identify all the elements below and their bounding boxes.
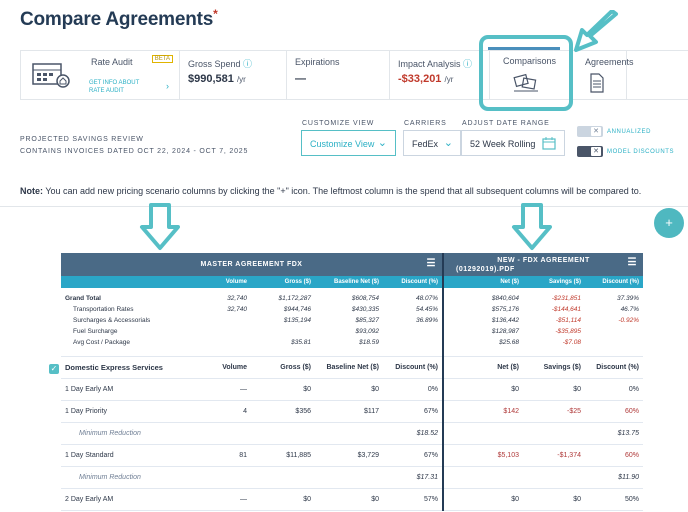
agreements-label: Agreements <box>585 57 634 67</box>
gross-spend-label: Gross Spend ⓘ <box>188 59 253 69</box>
master-agreement-header: MASTER AGREEMENT FDX ☰ <box>61 253 444 276</box>
add-column-button[interactable]: + <box>654 208 684 238</box>
divider <box>0 206 688 207</box>
date-range-label: ADJUST DATE RANGE <box>462 120 550 127</box>
impact-value: -$33,201 /yr <box>398 73 454 85</box>
summary-row: Transportation Rates 32,740 $944,746 $430,… <box>73 304 639 315</box>
note-text: Note: You can add new pricing scenario c… <box>20 186 642 196</box>
column-header-row: Volume Gross ($) Baseline Net ($) Discou… <box>61 276 643 288</box>
document-icon <box>590 73 604 93</box>
tab-agreements[interactable]: Agreements <box>575 51 634 99</box>
table-row: 2 Day Early AM — $0 $0 57% $0 $0 50% <box>61 488 643 511</box>
summary-row: Surcharges & Accessorials $135,194 $85,32… <box>73 315 639 326</box>
comparisons-icon <box>513 73 538 92</box>
menu-icon[interactable]: ☰ <box>426 258 436 269</box>
savings-review-info: PROJECTED SAVINGS REVIEW CONTAINS INVOIC… <box>20 136 249 155</box>
metrics-tab-bar: Rate Audit BETA GET INFO ABOUT RATE AUDIT… <box>20 50 688 100</box>
title-asterisk: * <box>213 7 218 21</box>
tab-gross-spend[interactable]: Gross Spend ⓘ $990,581 /yr <box>180 51 287 99</box>
date-range-select[interactable]: 52 Week Rolling <box>461 130 565 156</box>
summary-row: Fuel Surcharge $93,092 $128,987 -$35,895 <box>73 326 581 337</box>
comparisons-highlight-box[interactable] <box>479 35 573 111</box>
expirations-label: Expirations <box>295 57 340 67</box>
summary-row: Avg Cost / Package $35.81 $18.59 $25.68 -$… <box>73 337 581 348</box>
table-row: 1 Day Standard 81 $11,885 $3,729 67% $5,103-… <box>61 444 643 467</box>
info-icon: ⓘ <box>243 59 253 69</box>
chevron-right-icon: › <box>166 81 169 91</box>
table-row: 1 Day Priority 4 $356 $117 67% $142 -$25 60% <box>61 400 643 423</box>
table-row: Minimum Reduction $18.52 $13.75 <box>61 422 643 445</box>
chevron-down-icon: ⌄ <box>443 137 453 149</box>
annotation-arrow-icon <box>140 203 180 250</box>
chevron-down-icon: ⌄ <box>377 137 387 149</box>
beta-badge: BETA <box>151 55 173 63</box>
carriers-label: CARRIERS <box>404 120 447 127</box>
annotation-arrow-icon <box>574 10 618 52</box>
annualized-toggle[interactable]: ✕ <box>577 126 603 137</box>
tab-expirations[interactable]: Expirations — <box>287 51 390 99</box>
carriers-select[interactable]: FedEx ⌄ <box>403 130 461 156</box>
annotation-arrow-icon <box>512 203 552 250</box>
rate-audit-icon <box>32 63 70 88</box>
section-checkbox[interactable]: ✓ <box>49 364 59 374</box>
rate-audit-link[interactable]: GET INFO ABOUT RATE AUDIT <box>89 80 140 94</box>
calendar-icon <box>542 137 556 150</box>
annualized-label: ANNUALIZED <box>607 129 652 135</box>
rate-audit-label: Rate Audit <box>91 57 133 67</box>
table-row: Minimum Reduction $17.31 $11.90 <box>61 466 643 489</box>
tab-impact-analysis[interactable]: Impact Analysis ⓘ -$33,201 /yr <box>390 51 490 99</box>
tab-comparisons-label[interactable]: Comparisons <box>503 56 557 66</box>
page-title: Compare Agreements* <box>20 7 218 30</box>
model-discounts-toggle[interactable]: ✕ <box>577 146 603 157</box>
section-header-domestic-express: Domestic Express Services Volume Gross (… <box>61 356 643 379</box>
info-icon: ⓘ <box>463 59 473 69</box>
table-row: 1 Day Early AM — $0 $0 0% $0 $0 0% <box>61 378 643 401</box>
summary-row-grand-total: Grand Total 32,740 $1,172,287 $608,754 48.0… <box>65 293 639 304</box>
customize-view-label: CUSTOMIZE VIEW <box>302 120 375 127</box>
comparison-table: MASTER AGREEMENT FDX ☰ NEW - FDX AGREEME… <box>61 253 643 511</box>
new-agreement-header: NEW - FDX AGREEMENT (01292019).PDF ☰ <box>443 253 643 276</box>
model-discounts-label: MODEL DISCOUNTS <box>607 149 675 155</box>
impact-label: Impact Analysis ⓘ <box>398 59 473 69</box>
menu-icon[interactable]: ☰ <box>627 257 637 268</box>
customize-view-select[interactable]: Customize View ⌄ <box>301 130 396 156</box>
gross-spend-value: $990,581 /yr <box>188 73 246 85</box>
tab-rate-audit[interactable]: Rate Audit BETA GET INFO ABOUT RATE AUDIT… <box>20 51 180 99</box>
comparisons-active-indicator <box>488 47 560 50</box>
expirations-value: — <box>295 73 306 85</box>
